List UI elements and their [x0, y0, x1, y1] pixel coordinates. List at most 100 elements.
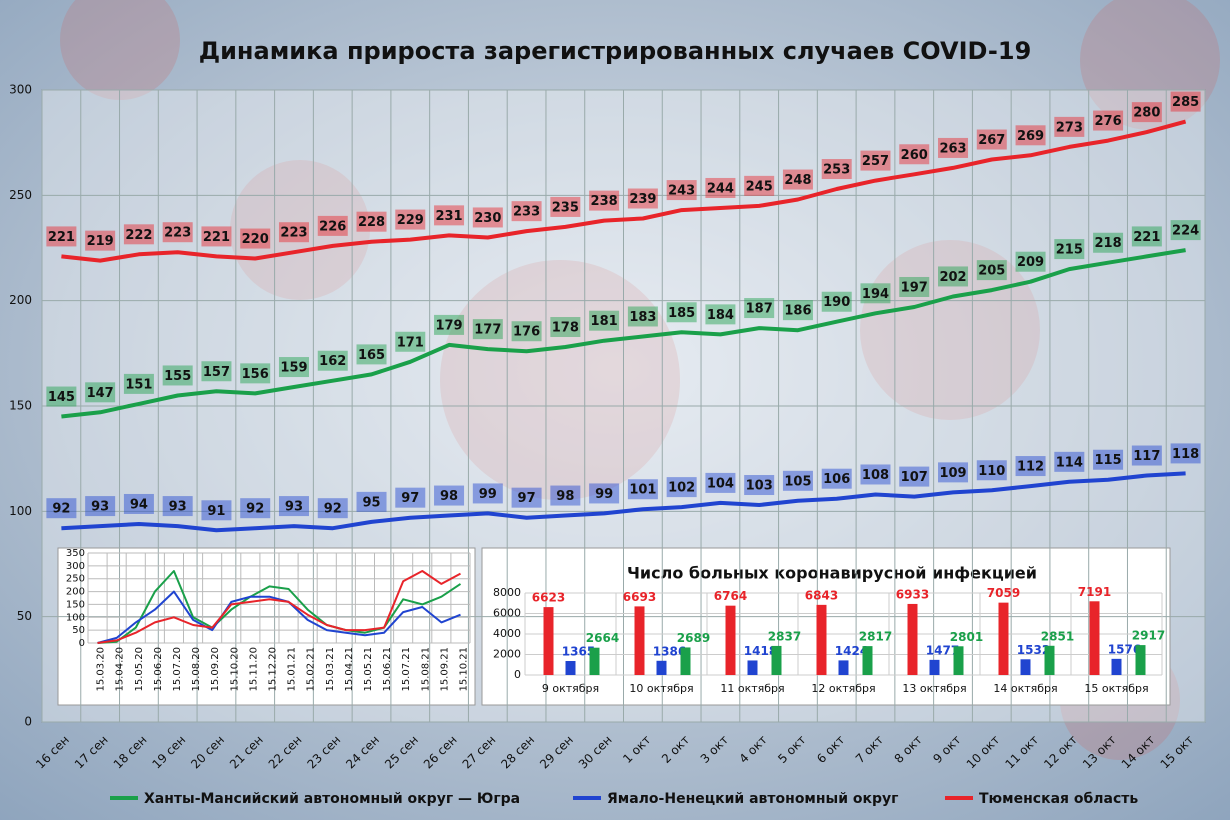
data-label: 238: [591, 194, 618, 209]
data-label: 231: [435, 209, 462, 224]
x-tick-label: 15.11.20: [248, 647, 259, 692]
data-label: 244: [707, 181, 734, 196]
data-label: 243: [668, 184, 695, 199]
x-tick-label: 15.06.20: [153, 647, 164, 692]
bar: [543, 607, 554, 675]
data-label: 245: [746, 179, 773, 194]
y-tick-label: 6000: [493, 607, 521, 620]
data-label-box: [317, 350, 348, 371]
data-label-box: [356, 344, 387, 365]
data-label-box: [589, 190, 620, 211]
legend-label: Ханты-Мансийский автономный округ — Югра: [144, 791, 520, 807]
bar: [1044, 645, 1055, 675]
data-label: 103: [746, 479, 773, 494]
data-label-box: [1054, 451, 1085, 472]
data-label: 114: [1056, 455, 1083, 470]
data-label-box: [976, 460, 1007, 481]
bar: [998, 602, 1009, 675]
data-label-box: [434, 485, 465, 506]
data-label-box: [85, 496, 116, 517]
x-tick-label: 15.04.21: [344, 647, 355, 692]
x-tick-label: 15.08.20: [191, 647, 202, 692]
x-tick-label: 13 октября: [902, 682, 966, 695]
legend-label: Тюменская область: [979, 791, 1138, 807]
y-tick-label: 200: [66, 587, 85, 598]
data-label: 186: [784, 304, 811, 319]
data-label: 235: [552, 200, 579, 215]
data-label-box: [782, 470, 813, 491]
data-label-box: [356, 211, 387, 232]
data-label-box: [1170, 220, 1201, 241]
y-tick-label: 8000: [493, 586, 521, 599]
data-label-box: [744, 175, 775, 196]
data-label-box: [589, 483, 620, 504]
data-label-box: [976, 260, 1007, 281]
data-label-box: [705, 472, 736, 493]
bar: [1111, 658, 1122, 675]
data-label-box: [278, 496, 309, 517]
data-label: 221: [48, 230, 75, 245]
data-label: 190: [823, 295, 850, 310]
data-label: 2837: [768, 629, 801, 643]
data-label: 230: [474, 211, 501, 226]
data-label: 101: [629, 483, 656, 498]
data-label-box: [550, 317, 581, 338]
y-tick-label: 0: [24, 715, 32, 729]
data-label: 93: [169, 500, 187, 515]
data-label-box: [46, 226, 77, 247]
y-tick-label: 350: [66, 548, 85, 559]
data-label-box: [705, 177, 736, 198]
bar: [862, 646, 873, 675]
y-tick-label: 50: [17, 609, 32, 623]
bar: [680, 647, 691, 675]
data-label-box: [938, 266, 969, 287]
data-label: 6693: [623, 590, 656, 604]
data-label: 228: [358, 215, 385, 230]
data-label: 218: [1095, 236, 1122, 251]
data-label: 115: [1095, 453, 1122, 468]
data-label: 177: [474, 323, 501, 338]
series-line: [61, 119, 1187, 263]
data-label-box: [317, 498, 348, 519]
data-label: 1477: [926, 643, 959, 657]
data-label-box: [123, 224, 154, 245]
series-line: [97, 570, 461, 644]
data-label-box: [666, 180, 697, 201]
data-label-box: [860, 283, 891, 304]
legend-label: Ямало-Ненецкий автономный округ: [607, 791, 898, 807]
data-label: 223: [164, 226, 191, 241]
bar: [725, 605, 736, 675]
x-tick-label: 15.07.21: [401, 647, 412, 692]
bar: [1135, 645, 1146, 675]
data-label: 95: [362, 495, 380, 510]
data-label: 6843: [805, 588, 838, 602]
series-line: [61, 471, 1186, 533]
data-label: 209: [1017, 255, 1044, 270]
data-label: 147: [87, 386, 114, 401]
data-label: 1365: [562, 645, 595, 659]
bar: [907, 603, 918, 675]
data-label: 91: [207, 504, 225, 519]
data-label-box: [1170, 91, 1201, 112]
x-tick-label: 9 октября: [542, 682, 599, 695]
data-label-box: [162, 496, 193, 517]
data-label: 7059: [987, 586, 1020, 600]
data-label-box: [46, 386, 77, 407]
data-label: 93: [285, 500, 303, 515]
data-label-box: [511, 201, 542, 222]
data-label-box: [1131, 102, 1162, 123]
data-label: 2817: [859, 630, 892, 644]
x-tick-label: 15.02.21: [306, 647, 317, 692]
data-label: 222: [125, 228, 152, 243]
data-label-box: [240, 363, 271, 384]
data-label-box: [434, 205, 465, 226]
x-tick-label: 12 октября: [811, 682, 875, 695]
y-tick-label: 250: [66, 574, 85, 585]
bar: [565, 661, 576, 675]
x-tick-label: 15.01.21: [287, 647, 298, 692]
bar: [929, 659, 940, 675]
bar: [953, 646, 964, 675]
y-tick-label: 50: [72, 625, 85, 636]
